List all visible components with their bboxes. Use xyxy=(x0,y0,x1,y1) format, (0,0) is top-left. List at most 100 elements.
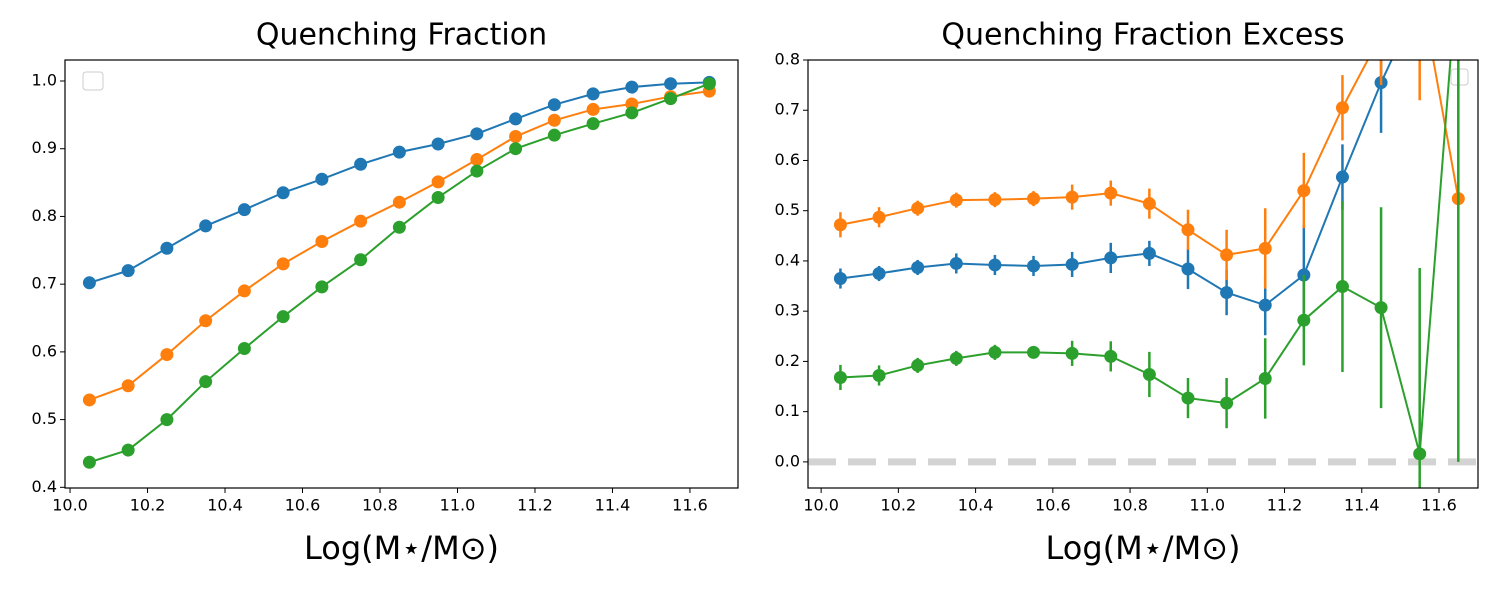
data-point xyxy=(276,186,290,200)
y-tick-label: 0.1 xyxy=(775,401,800,420)
data-point xyxy=(911,358,925,372)
y-tick-label: 0.6 xyxy=(32,341,57,360)
x-tick-label: 10.8 xyxy=(362,496,398,515)
plot-area xyxy=(82,75,716,469)
x-tick-label: 10.4 xyxy=(958,496,994,515)
data-point xyxy=(949,193,963,207)
x-tick-label: 10.0 xyxy=(803,496,839,515)
data-point xyxy=(354,253,368,267)
data-point xyxy=(1065,190,1079,204)
data-point xyxy=(872,368,886,382)
data-point xyxy=(315,172,329,186)
data-point xyxy=(1027,259,1041,273)
data-point xyxy=(431,137,445,151)
data-point xyxy=(509,142,523,156)
data-point xyxy=(586,87,600,101)
data-point xyxy=(1258,298,1272,312)
x-tick-label: 10.2 xyxy=(881,496,917,515)
y-tick-label: 0.6 xyxy=(775,150,800,169)
x-tick-label: 10.8 xyxy=(1112,496,1148,515)
data-point xyxy=(509,112,523,126)
data-point xyxy=(431,190,445,204)
y-tick-label: 1.0 xyxy=(32,70,57,89)
x-tick-label: 11.4 xyxy=(1344,496,1380,515)
data-point xyxy=(1335,170,1349,184)
data-point xyxy=(392,220,406,234)
data-point xyxy=(547,128,561,142)
data-point xyxy=(160,413,174,427)
x-tick-label: 11.6 xyxy=(1421,496,1457,515)
data-point xyxy=(547,113,561,127)
x-axis-label: Log(M⋆/M⊙) xyxy=(304,529,499,567)
legend-box xyxy=(82,71,104,91)
data-point xyxy=(1374,301,1388,315)
data-point xyxy=(1142,197,1156,211)
data-point xyxy=(431,175,445,189)
y-tick-label: 0.9 xyxy=(32,138,57,157)
data-point xyxy=(237,341,251,355)
x-tick-label: 10.0 xyxy=(52,496,88,515)
data-point xyxy=(872,266,886,280)
data-point xyxy=(82,393,96,407)
data-point xyxy=(664,77,678,91)
data-point xyxy=(199,375,213,389)
data-point xyxy=(276,257,290,271)
data-point xyxy=(121,379,135,393)
data-point xyxy=(1297,313,1311,327)
data-point xyxy=(276,310,290,324)
data-point xyxy=(586,102,600,116)
plot-area xyxy=(808,28,1478,488)
y-tick-label: 0.4 xyxy=(775,250,800,269)
data-point xyxy=(1181,262,1195,276)
data-point xyxy=(625,80,639,94)
y-tick-label: 0.0 xyxy=(775,451,800,470)
data-point xyxy=(702,77,716,91)
data-point xyxy=(1142,246,1156,260)
data-point xyxy=(315,234,329,248)
data-point xyxy=(1375,28,1388,41)
data-point xyxy=(988,345,1002,359)
data-point xyxy=(586,117,600,131)
x-tick-label: 11.0 xyxy=(1189,496,1225,515)
data-point xyxy=(1065,346,1079,360)
data-point xyxy=(872,210,886,224)
data-point xyxy=(1335,101,1349,115)
data-point xyxy=(1297,184,1311,198)
data-point xyxy=(833,370,847,384)
data-point xyxy=(988,193,1002,207)
y-tick-label: 0.2 xyxy=(775,351,800,370)
series-line xyxy=(89,82,710,464)
data-point xyxy=(625,106,639,120)
x-tick-label: 10.2 xyxy=(130,496,166,515)
data-point xyxy=(1104,186,1118,200)
series-line xyxy=(89,81,710,284)
data-point xyxy=(1027,192,1041,206)
data-point xyxy=(664,92,678,106)
data-point xyxy=(237,284,251,298)
axes-frame xyxy=(807,59,1479,489)
data-point xyxy=(1181,223,1195,237)
data-point xyxy=(833,272,847,286)
chart-title: Quenching Fraction Excess xyxy=(941,18,1344,53)
data-point xyxy=(1027,345,1041,359)
data-point xyxy=(988,258,1002,272)
data-point xyxy=(392,195,406,209)
data-point xyxy=(121,264,135,278)
x-tick-label: 10.4 xyxy=(207,496,243,515)
data-point xyxy=(1104,251,1118,265)
data-point xyxy=(199,314,213,328)
chart-title: Quenching Fraction xyxy=(256,18,547,53)
y-tick-label: 0.5 xyxy=(32,409,57,428)
x-tick-label: 11.2 xyxy=(517,496,553,515)
series-line xyxy=(89,90,710,401)
data-point xyxy=(1258,371,1272,385)
data-point xyxy=(833,218,847,232)
y-tick-label: 0.7 xyxy=(32,274,57,293)
data-point xyxy=(949,256,963,270)
y-tick-label: 0.8 xyxy=(32,206,57,225)
data-point xyxy=(1258,241,1272,255)
data-point xyxy=(911,201,925,215)
y-tick-label: 0.3 xyxy=(775,301,800,320)
y-tick-label: 0.8 xyxy=(775,50,800,69)
data-point xyxy=(82,455,96,469)
